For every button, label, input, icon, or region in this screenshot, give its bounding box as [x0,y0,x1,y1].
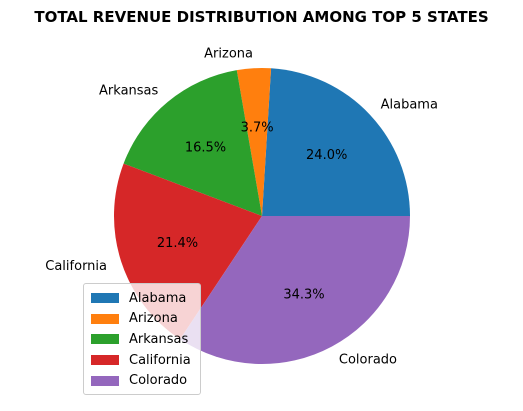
percent-labels: 24.0% 3.7% 16.5% 21.4% 34.3% [157,120,348,302]
legend-label: Colorado [129,373,188,389]
percent-label-colorado: 34.3% [283,287,324,302]
legend-label: Arizona [129,311,178,327]
legend-swatch [91,293,119,304]
legend-item-california: California [91,350,194,371]
legend-item-colorado: Colorado [91,370,194,391]
pie-slice-arkansas [123,70,262,216]
category-label-arizona: Arizona [204,46,253,61]
legend-swatch [91,375,119,386]
category-label-alabama: Alabama [381,98,438,113]
category-label-arkansas: Arkansas [99,84,158,99]
legend-item-arizona: Arizona [91,309,194,330]
legend-swatch [91,334,119,345]
legend-swatch [91,355,119,366]
category-label-colorado: Colorado [339,353,397,368]
legend-label: Alabama [129,290,187,306]
legend: Alabama Arizona Arkansas California Colo… [83,283,201,395]
chart-title: TOTAL REVENUE DISTRIBUTION AMONG TOP 5 S… [34,8,489,26]
pie-slice-arizona [236,68,272,216]
percent-label-arizona: 3.7% [241,120,274,135]
legend-swatch [91,313,119,324]
pie-slice-alabama [262,68,410,216]
legend-item-arkansas: Arkansas [91,329,194,350]
percent-label-california: 21.4% [157,236,198,251]
category-label-california: California [45,259,107,274]
percent-label-alabama: 24.0% [306,148,347,163]
pie-slice-colorado [180,216,410,365]
legend-item-alabama: Alabama [91,288,194,309]
legend-label: Arkansas [129,331,189,347]
percent-label-arkansas: 16.5% [185,141,226,156]
legend-label: California [129,352,191,368]
category-labels: Alabama Arizona Arkansas California Colorado [45,46,438,367]
